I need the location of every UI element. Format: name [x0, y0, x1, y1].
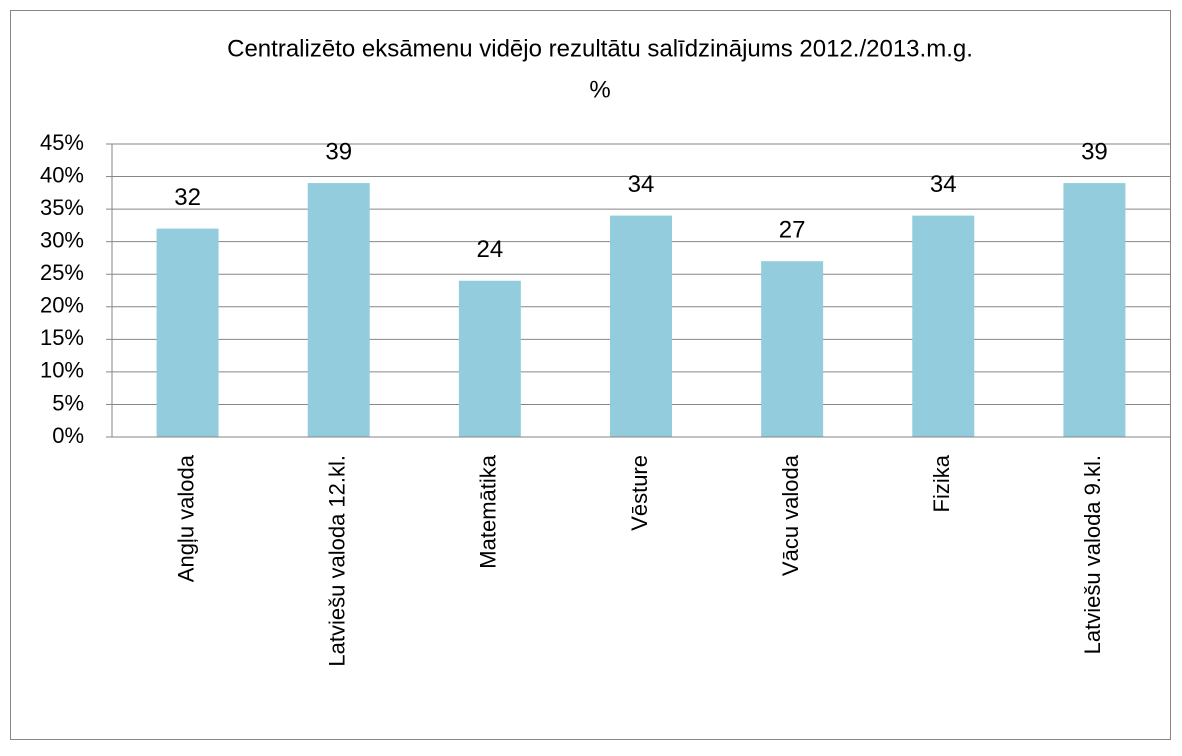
y-tick-label: 25%: [40, 260, 84, 285]
y-tick-label: 10%: [40, 358, 84, 383]
y-tick-label: 15%: [40, 325, 84, 350]
x-tick-label: Vēsture: [627, 455, 652, 531]
y-tick-label: 0%: [52, 423, 84, 448]
y-tick-label: 20%: [40, 293, 84, 318]
y-tick-label: 40%: [40, 162, 84, 187]
y-tick-label: 30%: [40, 227, 84, 252]
y-tick-label: 5%: [52, 390, 84, 415]
data-label: 39: [325, 138, 352, 165]
data-label: 24: [477, 236, 504, 263]
x-tick-label: Vācu valoda: [778, 454, 803, 576]
bar: [610, 215, 672, 437]
x-tick-label: Matemātika: [476, 454, 501, 568]
chart-title: Centralizēto eksāmenu vidējo rezultātu s…: [227, 35, 973, 62]
x-tick-label: Angļu valoda: [173, 454, 198, 582]
data-label: 27: [779, 217, 806, 244]
y-tick-label: 45%: [40, 130, 84, 155]
data-label: 32: [174, 184, 201, 211]
y-tick-label: 35%: [40, 195, 84, 220]
x-tick-label: Fizika: [929, 454, 954, 512]
bar: [1063, 183, 1126, 437]
x-tick-label: Latviešu valoda 12.kl.: [325, 455, 350, 667]
bar: [761, 261, 824, 437]
bar: [458, 280, 521, 437]
data-label: 34: [930, 171, 957, 198]
bar: [156, 228, 219, 437]
bar: [912, 215, 975, 437]
chart-subtitle: %: [589, 76, 610, 103]
x-tick-label: Latviešu valoda 9.kl.: [1080, 455, 1105, 654]
bar: [307, 183, 370, 437]
data-label: 34: [628, 171, 655, 198]
data-label: 39: [1081, 138, 1108, 165]
